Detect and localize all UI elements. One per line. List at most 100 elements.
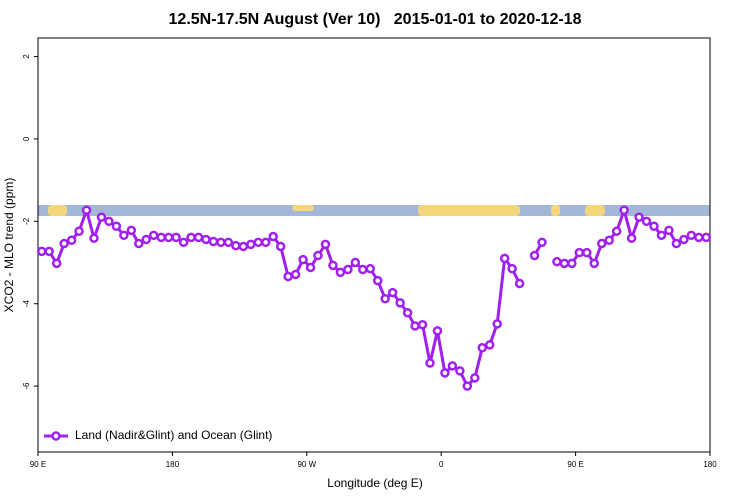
x-tick-label: 180: [166, 460, 180, 469]
point: [111, 221, 122, 232]
x-tick-label: 90 W: [297, 460, 316, 469]
point: [634, 212, 644, 222]
point: [275, 241, 286, 252]
y-tick-label: -6: [22, 382, 31, 390]
y-tick-label: 0: [22, 136, 31, 141]
chart-title: 12.5N-17.5N August (Ver 10) 2015-01-01 t…: [169, 11, 582, 28]
point: [74, 226, 84, 236]
point: [365, 263, 376, 274]
point: [141, 234, 152, 245]
point: [290, 269, 301, 280]
point: [59, 238, 69, 249]
point: [320, 239, 331, 250]
point: [216, 237, 226, 248]
point: [305, 262, 316, 273]
point: [246, 239, 256, 250]
point: [51, 258, 62, 269]
point: [499, 253, 510, 264]
legend-marker: [51, 431, 61, 441]
point: [589, 258, 600, 269]
point: [484, 340, 495, 350]
land-patch: [292, 205, 314, 211]
point: [455, 366, 465, 376]
point: [656, 230, 667, 241]
point: [626, 233, 637, 243]
x-tick-label: 180: [703, 460, 717, 469]
point: [343, 264, 353, 275]
point: [671, 238, 682, 249]
point: [193, 232, 204, 243]
point: [410, 321, 420, 331]
land-patch: [551, 205, 560, 216]
point: [178, 237, 189, 248]
point: [679, 234, 689, 245]
point: [574, 247, 585, 258]
point: [477, 343, 488, 353]
point: [402, 308, 413, 318]
point: [641, 216, 652, 227]
point: [44, 246, 54, 257]
point: [81, 205, 92, 215]
point: [611, 226, 622, 236]
point: [96, 212, 107, 222]
point: [664, 225, 674, 236]
point: [701, 232, 712, 243]
x-tick-label: 90 E: [567, 460, 583, 469]
point: [514, 278, 525, 289]
y-tick-label: -4: [22, 300, 31, 308]
land-patch: [418, 205, 520, 216]
point: [148, 230, 159, 241]
point: [604, 235, 614, 246]
x-tick-label: 0: [439, 460, 444, 469]
point: [253, 237, 264, 248]
x-tick-label: 90 E: [30, 460, 46, 469]
point: [567, 258, 577, 269]
point: [552, 256, 562, 267]
legend-label: Land (Nadir&Glint) and Ocean (Glint): [75, 428, 272, 442]
point: [283, 271, 293, 282]
point: [387, 287, 398, 298]
y-tick-label: 2: [22, 54, 31, 59]
land-patch: [48, 205, 67, 216]
y-axis-label: XCO2 - MLO trend (ppm): [2, 178, 16, 313]
point: [649, 221, 659, 232]
point: [686, 230, 697, 241]
point: [171, 232, 181, 243]
x-axis-label: Longitude (deg E): [327, 476, 422, 490]
point: [328, 260, 338, 271]
point: [447, 361, 458, 371]
point: [66, 235, 77, 246]
point: [372, 275, 383, 286]
point: [231, 240, 241, 251]
point: [559, 258, 570, 269]
point: [260, 237, 271, 248]
point: [238, 241, 249, 252]
point: [36, 246, 47, 257]
point: [156, 232, 166, 243]
land-ocean-strip: [38, 205, 710, 216]
point: [201, 234, 211, 245]
point: [134, 238, 144, 249]
ocean-strip: [38, 205, 710, 216]
point: [507, 263, 517, 274]
point: [417, 319, 428, 330]
point: [126, 225, 137, 236]
point: [537, 237, 547, 248]
point: [119, 230, 129, 241]
point: [619, 205, 629, 215]
point: [694, 232, 704, 243]
point: [298, 254, 308, 265]
point: [432, 326, 443, 336]
point: [223, 237, 234, 248]
point: [380, 294, 390, 304]
point: [163, 232, 174, 243]
point: [208, 236, 219, 247]
point: [395, 298, 405, 308]
point: [335, 267, 346, 278]
point: [104, 216, 114, 227]
point: [358, 264, 368, 275]
point: [186, 232, 196, 243]
point: [462, 381, 473, 391]
